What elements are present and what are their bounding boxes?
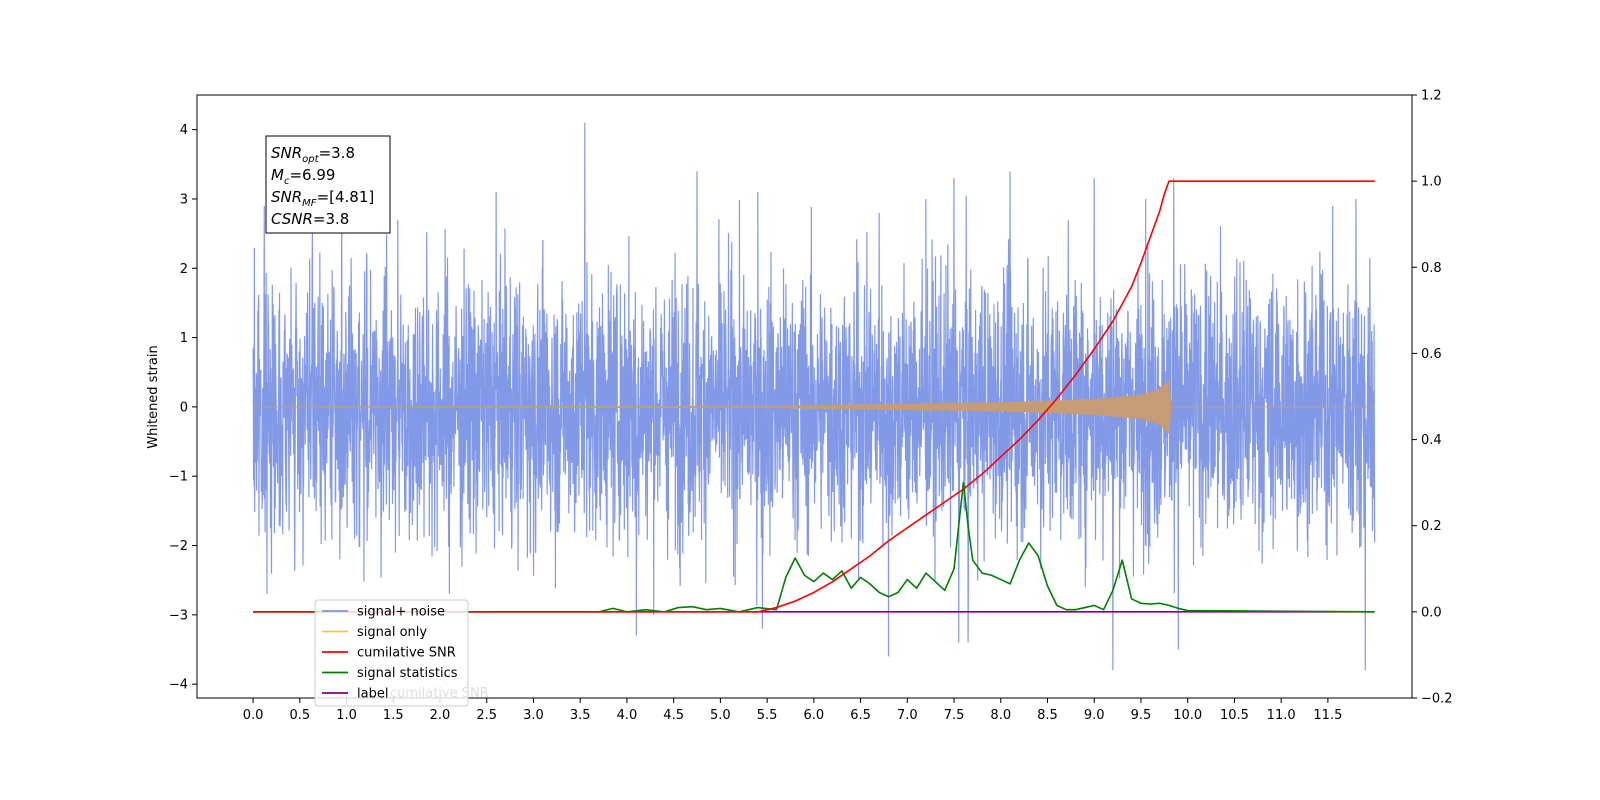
y-tick-label: 2 [180,262,188,277]
plot-content [252,122,1376,671]
x-tick-label: 6.5 [850,708,871,723]
annotation-line: SNRopt=3.8 [271,144,355,165]
x-tick-label: 3.0 [523,708,544,723]
y-tick-label: −4 [169,678,188,693]
x-tick-label: 3.5 [570,708,591,723]
x-tick-label: 0.0 [243,708,264,723]
y-tick-label: 3 [180,192,188,207]
x-tick-label: 10.0 [1173,708,1202,723]
annotation-frame [265,135,391,234]
x-tick-label: 8.5 [1037,708,1058,723]
y2-tick-label: 1.2 [1421,89,1442,104]
x-axis: 0.0 0.5 1.0 1.5 2.0 2.5 3.0 3.5 4.0 4.5 5.0 5.5 6.0 6… [243,698,1342,723]
x-tick-label: 6.0 [804,708,825,723]
y2-tick-label: 0.2 [1421,519,1442,534]
x-tick-label: 11.5 [1313,708,1342,723]
x-tick-label: 7.5 [944,708,965,723]
y-tick-label: −2 [169,539,188,554]
legend: cumilative SNR signal+ noise signal only cu… [314,599,489,707]
y2-tick-label: 0.0 [1421,605,1442,620]
x-tick-label: 1.0 [336,708,357,723]
y2-tick-label: 1.0 [1421,175,1442,190]
plot-frame [196,94,1413,699]
legend-label: signal only [357,625,427,640]
right-y-axis: 1.2 1.0 0.8 0.6 0.4 0.2 0.0 −0.2 [1412,89,1453,707]
y-tick-label: −3 [169,608,188,623]
x-tick-label: 2.0 [430,708,451,723]
legend-overlapped-text: cumilative SNR [390,686,489,701]
x-tick-label: 1.5 [383,708,404,723]
y2-tick-label: 0.4 [1421,433,1442,448]
y-tick-label: −1 [169,470,188,485]
legend-label: signal statistics [357,666,458,681]
x-tick-label: 4.0 [617,708,638,723]
y2-tick-label: 0.8 [1421,261,1442,276]
legend-label: label [357,687,388,702]
y-tick-label: 0 [180,400,188,415]
y2-tick-label: 0.6 [1421,347,1442,362]
series-signal-only-area [253,379,1375,435]
annotation-line: SNRMF=[4.81] [271,188,374,209]
x-tick-label: 4.5 [663,708,684,723]
y-tick-label: 4 [180,123,188,138]
x-tick-label: 0.5 [289,708,310,723]
x-tick-label: 2.5 [476,708,497,723]
legend-label: signal+ noise [357,605,445,620]
left-y-axis: 4 3 2 1 0 −1 −2 −3 −4 [169,123,197,693]
y-axis-label: Whitened strain [146,345,161,448]
x-tick-label: 8.0 [990,708,1011,723]
y2-tick-label: −0.2 [1421,692,1453,707]
x-tick-label: 5.5 [757,708,778,723]
series-signal-noise-line [252,122,1376,671]
annotation-line: CSNR=3.8 [271,210,349,228]
legend-frame [314,599,469,707]
x-tick-label: 11.0 [1267,708,1296,723]
x-tick-label: 7.0 [897,708,918,723]
annotation-line: Mc=6.99 [271,166,335,187]
x-tick-label: 9.0 [1084,708,1105,723]
x-tick-label: 5.0 [710,708,731,723]
y-tick-label: 1 [180,331,188,346]
x-tick-label: 9.5 [1131,708,1152,723]
x-tick-label: 10.5 [1220,708,1249,723]
series-cumulative-snr-line [253,180,1375,613]
legend-label: cumilative SNR [357,646,456,661]
